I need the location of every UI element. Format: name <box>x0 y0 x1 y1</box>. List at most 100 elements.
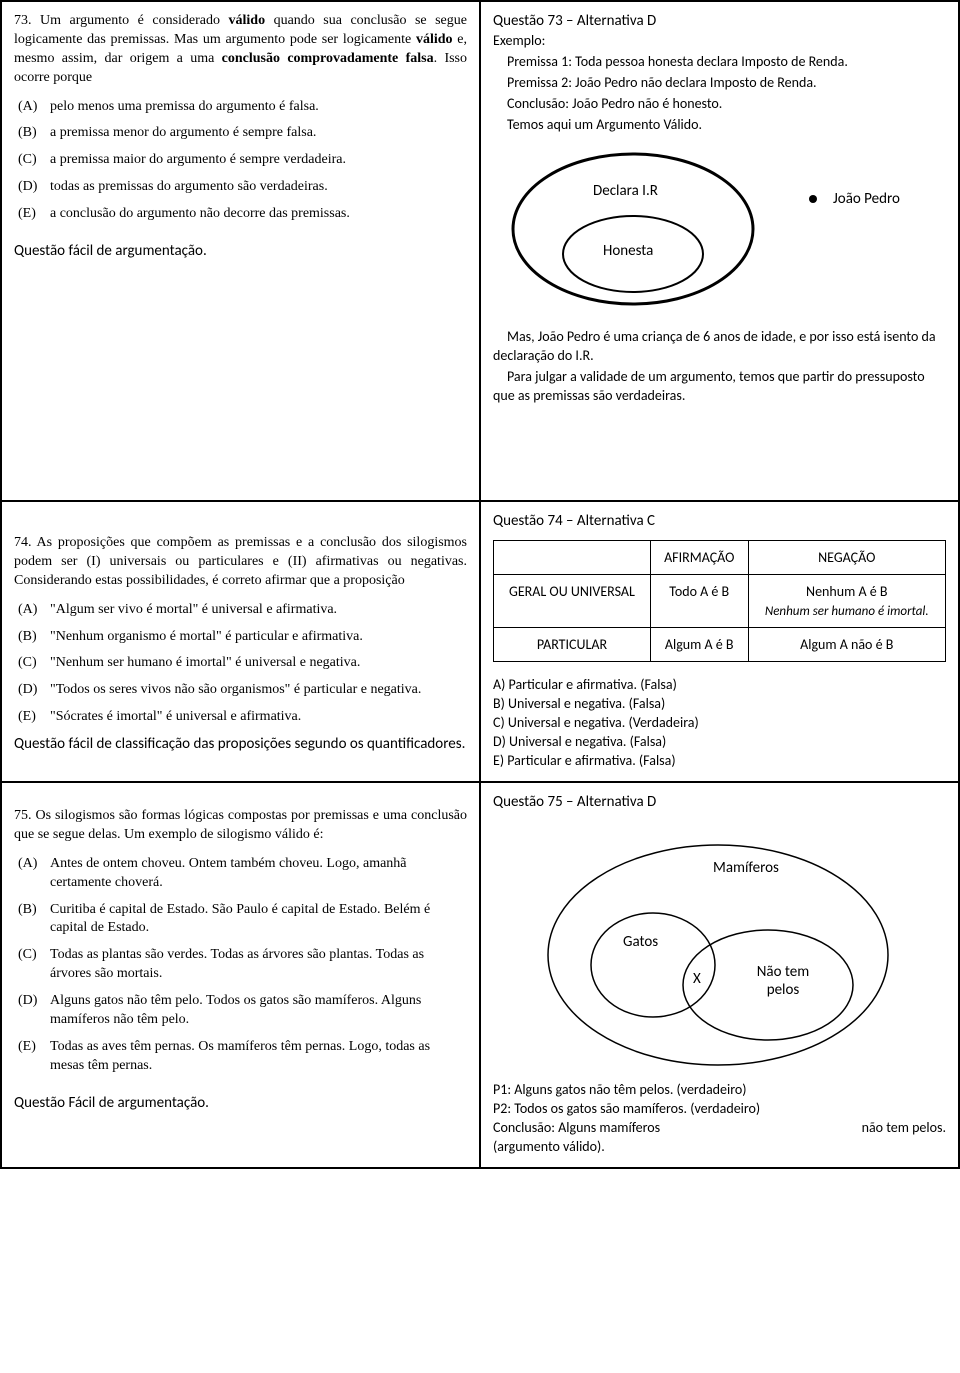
table-row: GERAL OU UNIVERSAL Todo A é B Nenhum A é… <box>494 575 946 628</box>
cell-q73: 73. Um argumento é considerado válido qu… <box>1 1 480 501</box>
cell-a73: Questão 73 – Alternativa D Exemplo: Prem… <box>480 1 959 501</box>
venn-outer-label: Declara I.R <box>593 182 658 200</box>
a75-p1: P1: Alguns gatos não têm pelos. (verdade… <box>493 1081 946 1100</box>
alt-text: Todas as aves têm pernas. Os mamíferos t… <box>50 1038 467 1076</box>
row-geral: GERAL OU UNIVERSAL <box>494 575 651 628</box>
a75-conclusions: P1: Alguns gatos não têm pelos. (verdade… <box>493 1081 946 1157</box>
th-empty <box>494 541 651 575</box>
alt-label: (A) <box>18 98 44 117</box>
geral-neg-ex: Nenhum ser humano é imortal. <box>759 604 936 619</box>
alt-text: Todas as plantas são verdes. Todas as ár… <box>50 946 467 984</box>
a75-conc-line: Conclusão: Alguns mamíferos não tem pelo… <box>493 1119 946 1138</box>
a73-p2: Premissa 2: João Pedro não declara Impos… <box>493 74 946 93</box>
q74-alts: (A) "Algum ser vivo é mortal" é universal… <box>18 601 467 727</box>
venn75-outer-label: Mamíferos <box>713 859 779 877</box>
a73-conc: Conclusão: João Pedro não é honesto. <box>493 95 946 114</box>
venn75-svg <box>493 815 933 1075</box>
venn75-right-label: Não tem pelos <box>743 963 823 999</box>
alt-text: pelo menos uma premissa do argumento é f… <box>50 98 319 117</box>
q75-block: 75. Os silogismos são formas lógicas com… <box>14 807 467 1076</box>
q74-stem: As proposições que compõem as premissas … <box>14 535 467 588</box>
q73-number: 73. <box>14 13 32 28</box>
venn75-left <box>591 913 715 1017</box>
a73-title: Questão 73 – Alternativa D <box>493 12 946 30</box>
th-neg: NEGAÇÃO <box>748 541 946 575</box>
q73-alts: (A) pelo menos uma premissa do argumento … <box>18 98 467 224</box>
q74-alt-d: (D) "Todos os seres vivos não são organis… <box>18 681 467 700</box>
q75-alts: (A)Antes de ontem choveu. Ontem também c… <box>18 855 467 1076</box>
q73-bold1b: válido <box>416 32 453 47</box>
a75-conc-l: Conclusão: Alguns mamíferos <box>493 1119 660 1138</box>
table-row: AFIRMAÇÃO NEGAÇÃO <box>494 541 946 575</box>
a75-p2: P2: Todos os gatos são mamíferos. (verda… <box>493 1100 946 1119</box>
cell-geral-neg: Nenhum A é B Nenhum ser humano é imortal… <box>748 575 946 628</box>
alt-label: (B) <box>18 628 44 647</box>
q74-alt-b: (B) "Nenhum organismo é mortal" é particu… <box>18 628 467 647</box>
a74-ans-a: A) Particular e afirmativa. (Falsa) <box>493 676 946 693</box>
q74-alt-c: (C)"Nenhum ser humano é imortal" é unive… <box>18 654 467 673</box>
alt-text: "Nenhum organismo é mortal" é particular… <box>50 628 363 647</box>
th-afirm: AFIRMAÇÃO <box>650 541 748 575</box>
venn75-x-label: X <box>693 970 701 988</box>
alt-label: (E) <box>18 1038 44 1076</box>
cell-part-afirm: Algum A é B <box>650 628 748 662</box>
q75-alt-c: (C)Todas as plantas são verdes. Todas as… <box>18 946 467 984</box>
a74-ans-c: C) Universal e negativa. (Verdadeira) <box>493 714 946 731</box>
alt-label: (B) <box>18 124 44 143</box>
venn-outer-ellipse <box>513 154 753 304</box>
alt-text: a conclusão do argumento não decorre das… <box>50 205 350 224</box>
row-part: PARTICULAR <box>494 628 651 662</box>
alt-text: "Todos os seres vivos não são organismos… <box>50 681 421 700</box>
alt-text: a premissa menor do argumento é sempre f… <box>50 124 316 143</box>
alt-label: (C) <box>18 946 44 984</box>
a73-mas2: Para julgar a validade de um argumento, … <box>493 368 946 406</box>
alt-text: "Sócrates é imortal" é universal e afirm… <box>50 708 301 727</box>
a73-mas1: Mas, João Pedro é uma criança de 6 anos … <box>493 328 946 366</box>
q73-alt-d: (D)todas as premissas do argumento são v… <box>18 178 467 197</box>
alt-text: Alguns gatos não têm pelo. Todos os gato… <box>50 992 467 1030</box>
q73-stem-part1: Um argumento é considerado <box>40 13 228 28</box>
a74-ans-b: B) Universal e negativa. (Falsa) <box>493 695 946 712</box>
cell-q75: 75. Os silogismos são formas lógicas com… <box>1 782 480 1168</box>
alt-label: (A) <box>18 601 44 620</box>
a74-ans-e: E) Particular e afirmativa. (Falsa) <box>493 752 946 769</box>
alt-label: (C) <box>18 654 44 673</box>
alt-label: (D) <box>18 992 44 1030</box>
cell-part-neg: Algum A não é B <box>748 628 946 662</box>
a74-answers: A) Particular e afirmativa. (Falsa) B) U… <box>493 676 946 769</box>
alt-label: (C) <box>18 151 44 170</box>
venn-inner-label: Honesta <box>603 242 653 260</box>
q74-block: 74. As proposições que compõem as premis… <box>14 534 467 727</box>
alt-label: (D) <box>18 681 44 700</box>
alt-label: (B) <box>18 901 44 939</box>
q73-alt-c: (C) a premissa maior do argumento é sempr… <box>18 151 467 170</box>
cell-a75: Questão 75 – Alternativa D Mamíferos Gat… <box>480 782 959 1168</box>
q73-alt-a: (A) pelo menos uma premissa do argumento … <box>18 98 467 117</box>
q73-note: Questão fácil de argumentação. <box>14 242 467 260</box>
q74-number: 74. <box>14 535 32 550</box>
venn-point-label: João Pedro <box>833 190 900 208</box>
alt-label: (E) <box>18 708 44 727</box>
alt-label: (E) <box>18 205 44 224</box>
q73-bold1: válido <box>229 13 266 28</box>
a74-table: AFIRMAÇÃO NEGAÇÃO GERAL OU UNIVERSAL Tod… <box>493 540 946 662</box>
geral-neg-main: Nenhum A é B <box>806 583 887 600</box>
q75-note: Questão Fácil de argumentação. <box>14 1094 467 1112</box>
q75-alt-e: (E)Todas as aves têm pernas. Os mamífero… <box>18 1038 467 1076</box>
cell-geral-afirm: Todo A é B <box>650 575 748 628</box>
alt-text: "Algum ser vivo é mortal" é universal e … <box>50 601 337 620</box>
a75-conc-r: não tem pelos. <box>862 1119 946 1138</box>
q73-alt-e: (E) a conclusão do argumento não decorre … <box>18 205 467 224</box>
q73-bold2: conclusão comprovadamente falsa <box>222 51 434 66</box>
a73-temos: Temos aqui um Argumento Válido. <box>493 116 946 135</box>
q74-alt-e: (E) "Sócrates é imortal" é universal e af… <box>18 708 467 727</box>
alt-text: a premissa maior do argumento é sempre v… <box>50 151 346 170</box>
a73-p1: Premissa 1: Toda pessoa honesta declara … <box>493 53 946 72</box>
q75-alt-b: (B)Curitiba é capital de Estado. São Pau… <box>18 901 467 939</box>
a74-ans-d: D) Universal e negativa. (Falsa) <box>493 733 946 750</box>
q74-note: Questão fácil de classificação das propo… <box>14 735 467 753</box>
a75-title: Questão 75 – Alternativa D <box>493 793 946 811</box>
cell-q74: 74. As proposições que compõem as premis… <box>1 501 480 782</box>
a73-venn: Declara I.R Honesta João Pedro <box>493 144 933 314</box>
q73-block: 73. Um argumento é considerado válido qu… <box>14 12 467 224</box>
